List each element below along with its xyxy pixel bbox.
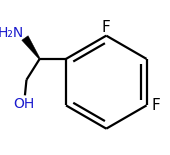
Text: OH: OH [14, 97, 35, 111]
Text: F: F [151, 98, 160, 113]
Text: F: F [102, 20, 111, 35]
Polygon shape [22, 36, 40, 59]
Text: H₂N: H₂N [0, 26, 24, 40]
